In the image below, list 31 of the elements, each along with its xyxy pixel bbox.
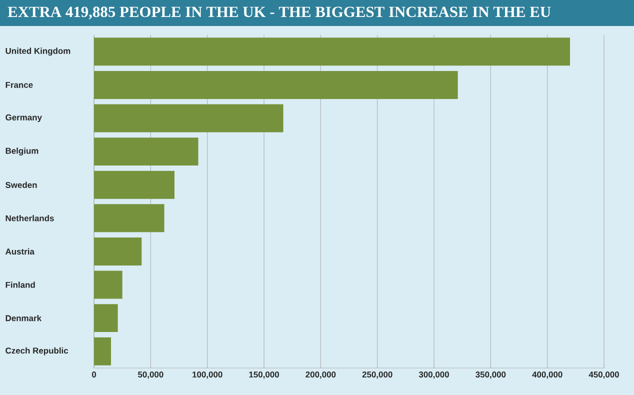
bar [94,38,570,66]
x-tick-label: 100,000 [192,372,222,379]
y-tick-label: France [6,82,33,88]
bar [94,70,458,99]
y-tick-label: Finland [6,282,35,288]
y-tick-label: Germany [6,114,42,122]
bar [94,270,122,299]
bar [94,237,142,266]
x-tick-label: 150,000 [249,372,279,379]
bar [94,304,118,332]
y-tick-label: Czech Republic [6,347,68,356]
chart-title: EXTRA 419,885 PEOPLE IN THE UK - THE BIGGEST INCREASE IN THE EU [8,6,551,20]
y-tick-label: Belgium [6,148,38,156]
y-tick-label: Denmark [6,314,42,322]
x-tick-label: 250,000 [362,372,392,379]
bar [94,138,198,166]
x-tick-label: 450,000 [588,372,619,379]
y-tick-label: Sweden [6,182,37,188]
bar [94,170,174,199]
bar [94,104,284,132]
y-tick-label: Austria [5,248,34,255]
x-tick-label: 400,000 [532,372,562,379]
x-tick-label: 0 [92,372,96,378]
bar [94,337,112,366]
x-tick-label: 300,000 [418,372,449,379]
bar [94,204,164,232]
x-tick-label: 200,000 [306,372,336,379]
x-tick-label: 50,000 [138,372,164,379]
x-tick-label: 350,000 [476,372,506,379]
y-tick-label: Netherlands [6,215,54,222]
y-tick-label: United Kingdom [6,48,70,56]
